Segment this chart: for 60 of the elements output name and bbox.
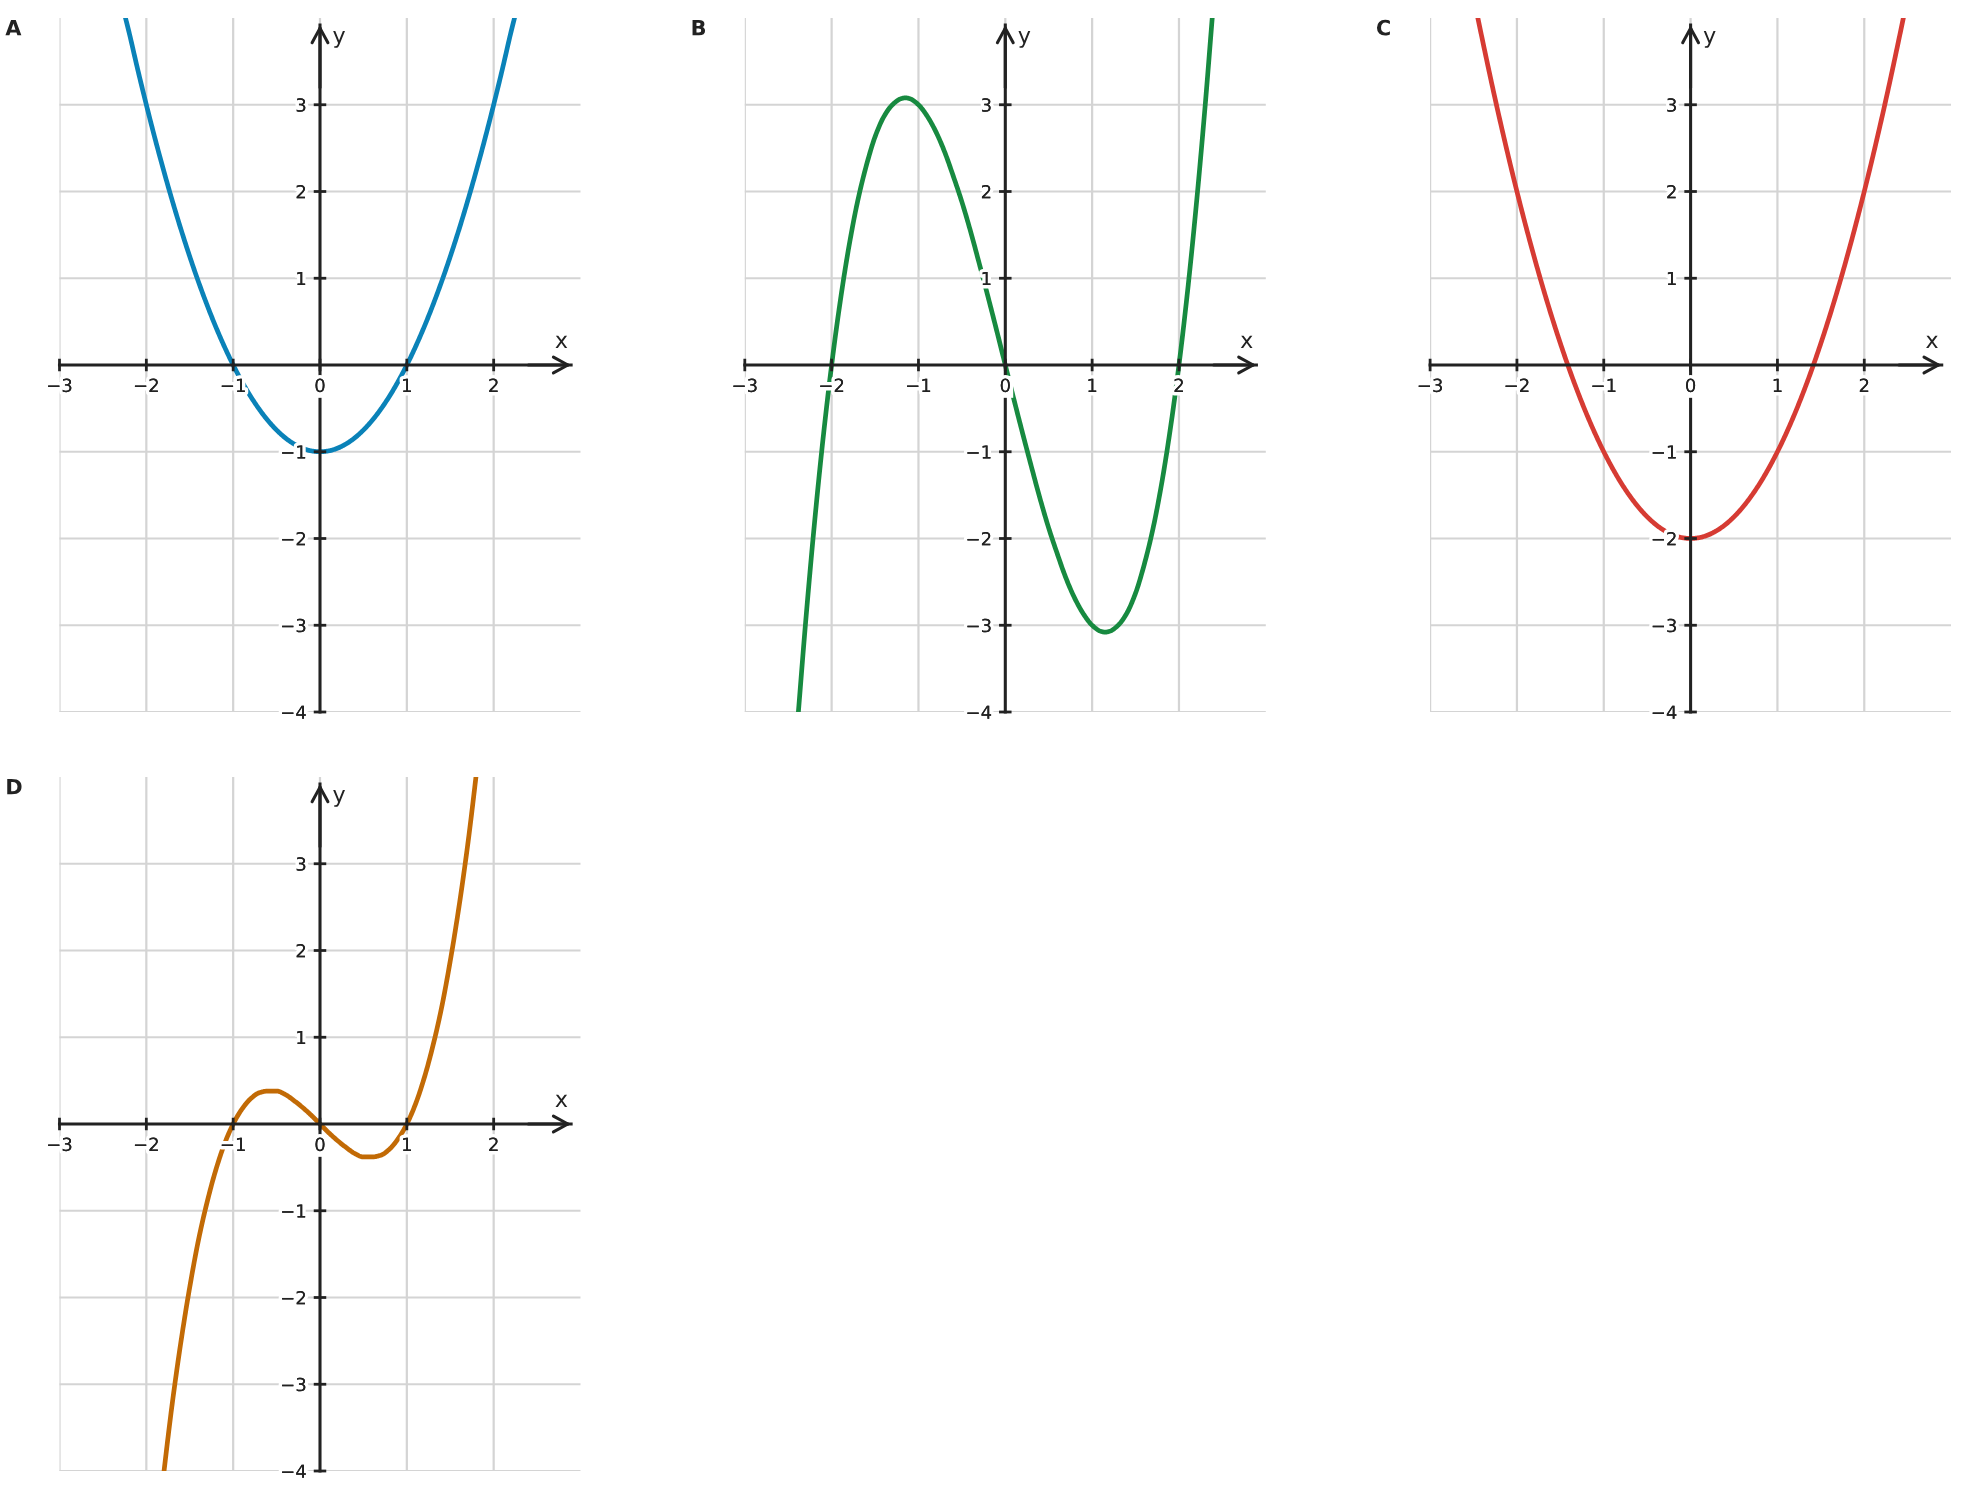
y-tick-label: −3 — [1652, 618, 1676, 633]
x-tick-label: −3 — [48, 378, 72, 393]
x-tick-label: 2 — [489, 1137, 498, 1151]
y-tick-label: 1 — [297, 1030, 306, 1045]
y-tick-label: −1 — [967, 445, 991, 459]
y-tick-label: −2 — [282, 1290, 305, 1305]
x-tick-label: 2 — [1174, 378, 1183, 392]
x-tick-label: 1 — [1088, 378, 1097, 392]
y-tick-label: −4 — [282, 1464, 306, 1478]
x-tick-label: 1 — [403, 378, 411, 392]
x-tick-label: 0 — [315, 1137, 325, 1152]
x-tick-label: 0 — [1000, 378, 1010, 393]
y-tick-label: 3 — [981, 98, 991, 112]
y-tick-label: −4 — [282, 705, 306, 719]
y-tick-label: 1 — [1667, 271, 1676, 286]
x-tick-label: 2 — [1859, 378, 1869, 392]
x-tick-label: −3 — [1418, 378, 1442, 393]
x-tick-label: −2 — [134, 378, 158, 392]
chart-title: B — [692, 20, 706, 36]
y-tick-label: −1 — [1652, 445, 1676, 459]
y-axis-title: y — [333, 31, 345, 48]
y-tick-label: 3 — [296, 857, 306, 871]
y-tick-label: −4 — [967, 705, 992, 719]
y-tick-label: −2 — [967, 531, 991, 546]
y-tick-label: 1 — [297, 271, 306, 286]
y-tick-label: −2 — [1652, 531, 1676, 546]
y-tick-label: 3 — [1667, 98, 1676, 112]
x-tick-label: 2 — [489, 378, 498, 392]
y-axis-title: y — [1018, 31, 1031, 48]
x-axis-title: x — [1926, 335, 1938, 348]
y-tick-label: −4 — [1652, 705, 1677, 719]
x-tick-label: −1 — [1592, 378, 1616, 392]
x-tick-label: −1 — [907, 378, 931, 392]
y-tick-label: 2 — [296, 943, 305, 958]
x-axis-title: x — [1240, 335, 1253, 348]
x-tick-label: −3 — [733, 378, 757, 393]
x-tick-label: 1 — [1773, 378, 1782, 392]
x-axis-title: x — [555, 1094, 568, 1107]
y-tick-label: −3 — [282, 618, 306, 633]
y-tick-label: −3 — [967, 618, 991, 633]
chart-title: D — [7, 779, 22, 795]
y-tick-label: −3 — [282, 1377, 306, 1392]
y-tick-label: 2 — [1667, 184, 1676, 199]
y-tick-label: −2 — [282, 531, 305, 546]
x-tick-label: 0 — [1686, 378, 1696, 393]
x-tick-label: −2 — [134, 1137, 158, 1151]
x-tick-label: −3 — [48, 1137, 72, 1152]
chart-title: C — [1376, 19, 1390, 36]
x-tick-label: −2 — [1505, 378, 1529, 392]
y-axis-title: y — [1703, 31, 1716, 48]
chart-title: A — [5, 20, 22, 36]
y-tick-label: 2 — [296, 184, 305, 199]
y-tick-label: −1 — [282, 1204, 306, 1218]
y-tick-label: 3 — [296, 98, 306, 112]
x-axis-title: x — [555, 335, 568, 348]
y-axis-title: y — [333, 790, 345, 807]
y-tick-label: 2 — [981, 184, 991, 199]
y-tick-label: −1 — [282, 445, 306, 459]
x-tick-label: 0 — [315, 378, 325, 393]
x-tick-label: 1 — [403, 1137, 411, 1151]
